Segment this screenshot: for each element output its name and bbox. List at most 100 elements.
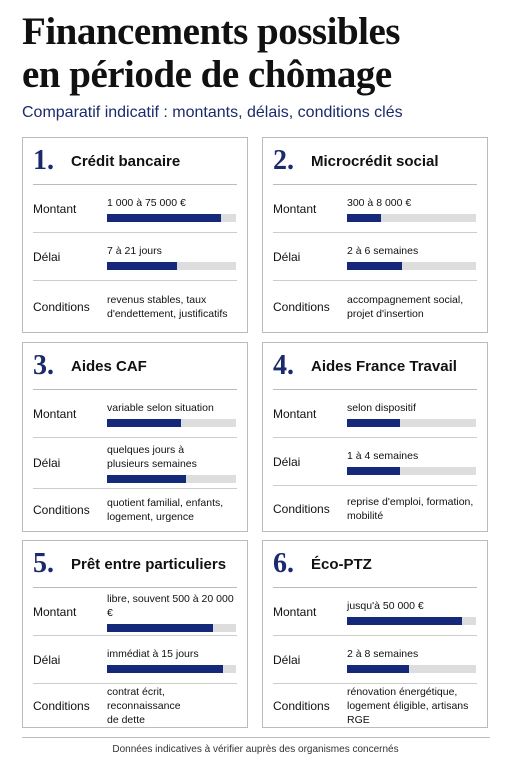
card-row: Conditions revenus stables, taux d'endette… bbox=[33, 281, 237, 332]
title-line: en période de chômage bbox=[22, 53, 392, 96]
value-line: 1 à 4 semaines bbox=[347, 449, 419, 462]
row-label: Délai bbox=[33, 456, 61, 470]
value-line: quelques jours à bbox=[107, 444, 185, 456]
row-value: 1 à 4 semaines bbox=[347, 449, 476, 475]
value-line: plusieurs semaines bbox=[107, 458, 197, 470]
footer-rule bbox=[22, 737, 490, 738]
row-value: jusqu'à 50 000 € bbox=[347, 599, 476, 625]
row-value: accompagnement social, projet d'insertion bbox=[347, 293, 463, 321]
value-line: d'endettement, justificatifs bbox=[107, 307, 228, 320]
row-value: quotient familial, enfants, logement, urg… bbox=[107, 496, 223, 524]
title-line: Financements possibles bbox=[22, 10, 400, 53]
subtitle: Comparatif indicatif : montants, délais,… bbox=[22, 104, 403, 121]
row-label: Conditions bbox=[33, 503, 90, 517]
row-label: Délai bbox=[273, 249, 301, 264]
row-label: Montant bbox=[33, 406, 77, 421]
card: 1. Crédit bancaire Montant 1 000 à 75 000 €… bbox=[22, 137, 248, 333]
card-row: Délai 7 à 21 jours bbox=[33, 233, 237, 281]
value-line: variable selon situation bbox=[107, 401, 214, 414]
card-number: 3. bbox=[33, 350, 54, 381]
card-row: Conditions accompagnement social, projet d… bbox=[273, 281, 477, 332]
value-line: rénovation énergétique, bbox=[347, 685, 458, 698]
row-label: Conditions bbox=[33, 698, 90, 713]
bar-fill bbox=[347, 213, 381, 222]
value-line: logement, urgence bbox=[107, 511, 194, 523]
card-title: Crédit bancaire bbox=[71, 152, 181, 170]
value-line: contrat écrit, reconnaissance bbox=[107, 685, 181, 712]
row-value: quelques jours à plusieurs semaines bbox=[107, 443, 236, 483]
row-label: Conditions bbox=[273, 299, 330, 314]
card: 6. Éco-PTZ Montant jusqu'à 50 000 € Délai 2 à… bbox=[262, 540, 488, 728]
value-line: reprise d'emploi, formation, bbox=[347, 495, 474, 508]
bar-track bbox=[107, 664, 236, 673]
card-row: Conditions quotient familial, enfants, log… bbox=[33, 489, 237, 531]
value-line: revenus stables, taux bbox=[107, 293, 207, 306]
value-line: 300 à 8 000 € bbox=[347, 196, 412, 209]
card: 2. Microcrédit social Montant 300 à 8 000 €… bbox=[262, 137, 488, 333]
card-row: Délai immédiat à 15 jours bbox=[33, 636, 237, 684]
row-value: 2 à 6 semaines bbox=[347, 244, 476, 270]
card-row: Montant variable selon situation bbox=[33, 390, 237, 438]
value-line: projet d'insertion bbox=[347, 307, 424, 320]
row-value: revenus stables, taux d'endettement, just… bbox=[107, 293, 227, 321]
value-line: de dette bbox=[107, 713, 145, 726]
card-row: Conditions rénovation énergétique, logemen… bbox=[273, 684, 477, 727]
row-value: variable selon situation bbox=[107, 401, 236, 427]
bar-track bbox=[347, 466, 476, 475]
card-row: Délai 2 à 6 semaines bbox=[273, 233, 477, 281]
card-title: Microcrédit social bbox=[311, 152, 439, 170]
card-number: 1. bbox=[33, 145, 54, 176]
card-row: Délai quelques jours à plusieurs semaines bbox=[33, 438, 237, 489]
bar-fill bbox=[347, 664, 409, 673]
bar-track bbox=[347, 664, 476, 673]
card-row: Montant 300 à 8 000 € bbox=[273, 185, 477, 233]
card-header: 2. Microcrédit social bbox=[273, 138, 477, 185]
value-line: selon dispositif bbox=[347, 401, 416, 414]
card-row: Délai 1 à 4 semaines bbox=[273, 438, 477, 486]
card-title: Aides France Travail bbox=[311, 357, 457, 375]
card-number: 2. bbox=[273, 145, 294, 176]
card: 3. Aides CAF Montant variable selon situati… bbox=[22, 342, 248, 532]
row-label: Délai bbox=[273, 454, 301, 469]
value-line: 2 à 6 semaines bbox=[347, 244, 419, 257]
value-line: 2 à 8 semaines bbox=[347, 647, 419, 660]
row-value: contrat écrit, reconnaissance de dette bbox=[107, 685, 237, 727]
row-label: Montant bbox=[273, 406, 317, 421]
bar-fill bbox=[107, 418, 181, 427]
value-line: 7 à 21 jours bbox=[107, 244, 162, 257]
card-row: Conditions contrat écrit, reconnaissance d… bbox=[33, 684, 237, 727]
value-line: jusqu'à 50 000 € bbox=[347, 599, 424, 612]
row-value: 300 à 8 000 € bbox=[347, 196, 476, 222]
card-header: 5. Prêt entre particuliers bbox=[33, 541, 237, 588]
row-value: rénovation énergétique, logement éligible… bbox=[347, 685, 477, 727]
bar-fill bbox=[347, 466, 400, 475]
footer: Données indicatives à vérifier auprès de… bbox=[112, 744, 399, 755]
value-line: libre, souvent 500 à 20 000 € bbox=[107, 592, 234, 619]
card: 4. Aides France Travail Montant selon dispo… bbox=[262, 342, 488, 532]
bar-fill bbox=[107, 475, 186, 483]
card-title: Aides CAF bbox=[71, 357, 147, 375]
card-row: Montant selon dispositif bbox=[273, 390, 477, 438]
card-number: 5. bbox=[33, 548, 54, 579]
card-row: Délai 2 à 8 semaines bbox=[273, 636, 477, 684]
bar-track bbox=[107, 623, 236, 632]
row-value: 2 à 8 semaines bbox=[347, 647, 476, 673]
value-line: accompagnement social, bbox=[347, 293, 464, 306]
card-row: Montant jusqu'à 50 000 € bbox=[273, 588, 477, 636]
row-value: 1 000 à 75 000 € bbox=[107, 196, 236, 222]
row-label: Montant bbox=[33, 201, 77, 216]
row-label: Conditions bbox=[273, 501, 330, 516]
row-label: Délai bbox=[33, 249, 61, 264]
row-label: Conditions bbox=[33, 299, 90, 314]
row-value: selon dispositif bbox=[347, 401, 476, 427]
row-value: reprise d'emploi, formation, mobilité bbox=[347, 495, 473, 523]
card-row: Montant libre, souvent 500 à 20 000 € bbox=[33, 588, 237, 636]
card-number: 6. bbox=[273, 548, 294, 579]
bar-track bbox=[347, 261, 476, 270]
bar-track bbox=[107, 213, 236, 222]
bar-fill bbox=[107, 261, 177, 270]
card-title: Prêt entre particuliers bbox=[71, 555, 227, 573]
row-label: Délai bbox=[273, 652, 301, 667]
row-label: Montant bbox=[273, 201, 317, 216]
